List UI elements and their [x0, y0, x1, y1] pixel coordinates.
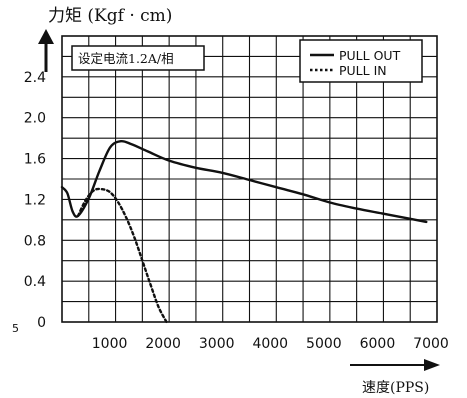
- x-tick-label: 3000: [199, 336, 235, 352]
- x-tick-label: 7000: [413, 336, 449, 352]
- y-tick-label: 2.0: [24, 111, 46, 127]
- y-axis-arrow-head: [38, 29, 54, 44]
- series-line-pull-out: [60, 139, 428, 224]
- y-tick-label: 2.4: [24, 70, 46, 86]
- legend-box: [299, 39, 423, 83]
- y-tick-label: 0.4: [24, 274, 46, 290]
- y-tick-label: 0: [37, 315, 46, 331]
- x-tick-labels: 1000 2000 3000 4000 5000 6000 7000: [92, 336, 449, 352]
- x-axis-arrow-head: [424, 359, 440, 371]
- x-tick-label: 4000: [252, 336, 288, 352]
- x-tick-label: 2000: [145, 336, 181, 352]
- y-tick-label: 1.2: [24, 192, 46, 208]
- y-tick-label: 0.8: [24, 233, 46, 249]
- x-tick-label: 6000: [360, 336, 396, 352]
- y-tick-labels: 0 0.4 0.8 1.2 1.6 2.0 2.4: [24, 70, 46, 331]
- note-box: [71, 45, 205, 71]
- y-tick-label: 1.6: [24, 152, 46, 168]
- x-axis-label: 速度(PPS): [362, 380, 429, 396]
- chart-series: [60, 139, 428, 324]
- y-axis-label: 力矩 (Kgf · cm): [48, 6, 172, 26]
- x-tick-label: 5000: [306, 336, 342, 352]
- legend-pull-in-label: PULL IN: [339, 63, 387, 78]
- x-tick-label: 1000: [92, 336, 128, 352]
- series-line-pull-in: [76, 187, 168, 324]
- corner-superscript: 5: [12, 322, 19, 335]
- note-text: 设定电流1.2A/相: [78, 51, 174, 66]
- legend-pull-out-label: PULL OUT: [339, 48, 401, 63]
